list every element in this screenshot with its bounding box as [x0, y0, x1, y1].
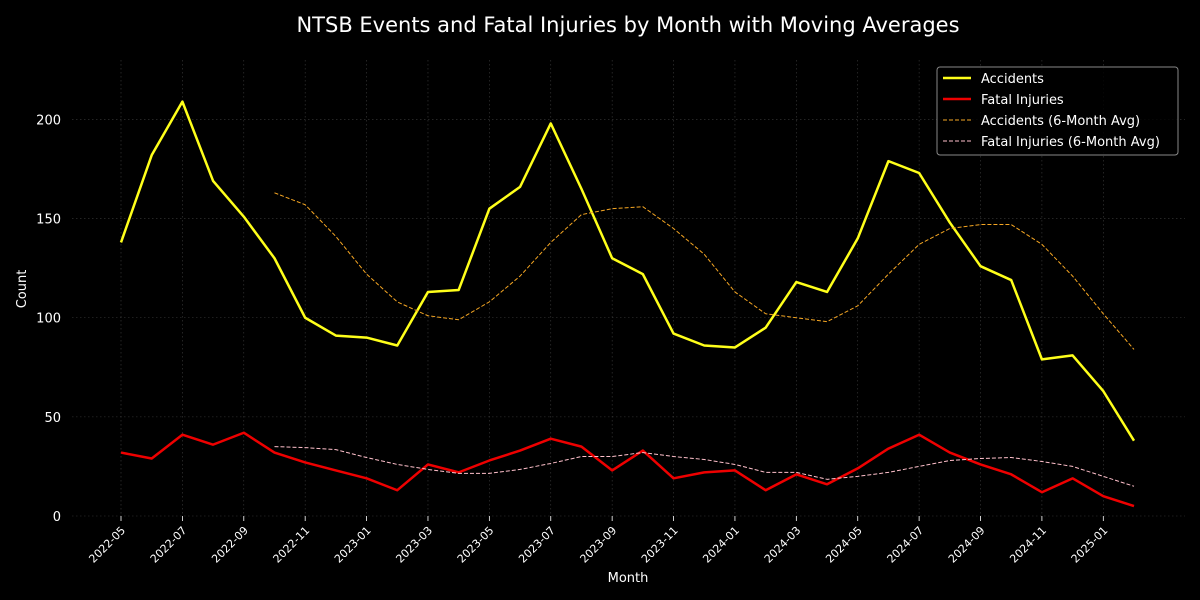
series-lines: [119, 100, 1136, 508]
y-tick-label: 150: [36, 213, 61, 228]
chart-title: NTSB Events and Fatal Injuries by Month …: [296, 13, 959, 37]
legend-label: Fatal Injuries (6-Month Avg): [981, 135, 1160, 150]
x-axis-label: Month: [608, 571, 649, 586]
legend-label: Fatal Injuries: [981, 93, 1064, 108]
y-tick-label: 0: [53, 510, 61, 525]
series-line-2: [274, 192, 1135, 350]
legend-box: [936, 66, 1179, 156]
y-tick-label: 100: [36, 312, 61, 327]
series-line-3: [274, 446, 1135, 487]
legend: Accidents Fatal Injuries Accidents (6-Mont…: [936, 66, 1179, 156]
y-axis-label: Count: [15, 270, 30, 309]
series-line-0: [119, 100, 1136, 442]
y-tick-label: 50: [44, 411, 61, 426]
y-tick-label: 200: [36, 113, 61, 128]
series-line-1: [120, 431, 1135, 508]
legend-label: Accidents (6-Month Avg): [981, 114, 1140, 129]
legend-label: Accidents: [981, 72, 1044, 87]
y-axis-ticks: 0 50 100 150 200: [36, 113, 61, 525]
grid: [72, 60, 1185, 517]
